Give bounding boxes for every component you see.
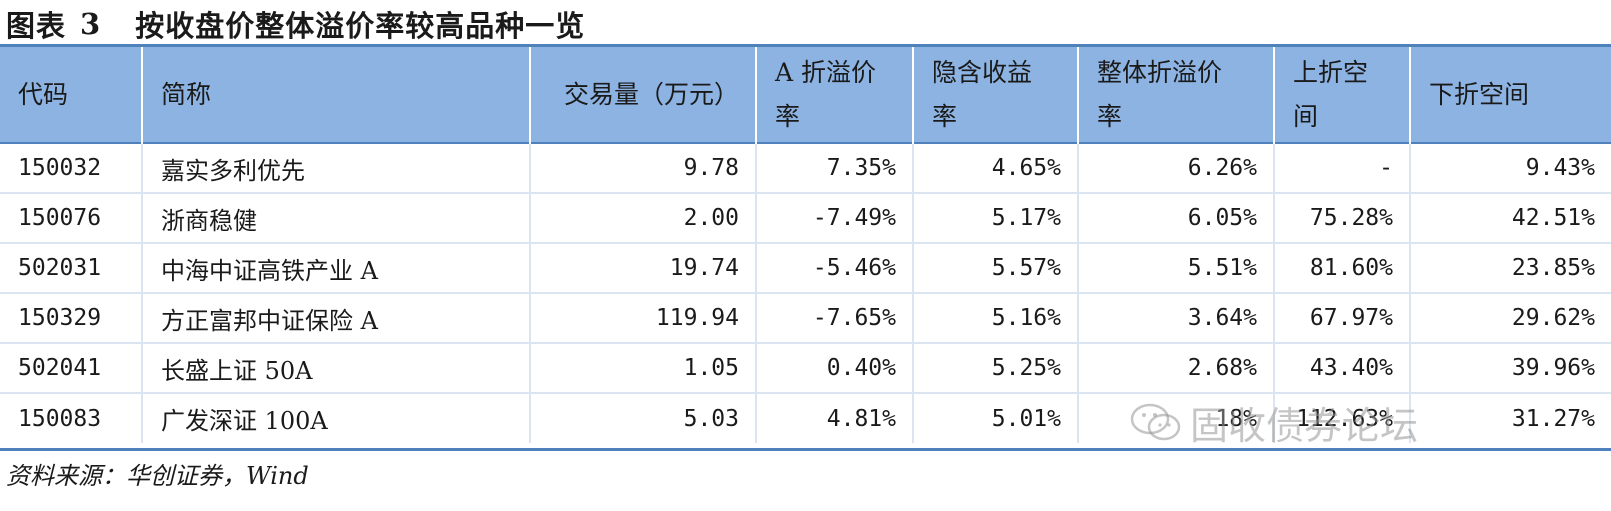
cell-volume: 119.94: [529, 293, 756, 343]
cell-down-space: 31.27%: [1409, 393, 1611, 443]
source-note: 资料来源：华创证券，Wind: [6, 462, 309, 490]
bottom-rule: [0, 448, 1611, 451]
cell-implied-yield: 4.65%: [912, 143, 1078, 193]
cell-volume: 19.74: [529, 243, 756, 293]
cell-code: 150329: [18, 305, 102, 331]
table-title: 图表 3 按收盘价整体溢价率较高品种一览: [6, 4, 585, 44]
column-header-name: 简称: [141, 47, 530, 143]
cell-code: 150083: [18, 405, 102, 432]
cell-name: 中海中证高铁产业 A: [141, 243, 530, 293]
cell-name: 方正富邦中证保险 A: [141, 293, 530, 343]
cell-up-space: 43.40%: [1273, 343, 1410, 393]
column-header-volume: 交易量（万元）: [529, 47, 756, 143]
table-row: 150083 广发深证 100A 5.03 4.81% 5.01% 18% 11…: [0, 393, 1611, 443]
cell-a-premium: -5.46%: [755, 243, 913, 293]
cell-overall-premium: 6.26%: [1077, 143, 1274, 193]
cell-implied-yield: 5.16%: [912, 293, 1078, 343]
cell-up-space: 67.97%: [1273, 293, 1410, 343]
cell-name: 浙商稳健: [141, 193, 530, 243]
column-header-down-space: 下折空间: [1409, 47, 1611, 143]
cell-name: 长盛上证 50A: [141, 343, 530, 393]
cell-down-space: 23.85%: [1409, 243, 1611, 293]
cell-overall-premium: 18%: [1077, 393, 1274, 443]
table-row: 150076 浙商稳健 2.00 -7.49% 5.17% 6.05% 75.2…: [0, 193, 1611, 243]
top-rule: [0, 44, 1611, 47]
cell-up-space: 81.60%: [1273, 243, 1410, 293]
cell-up-space: -: [1273, 143, 1410, 193]
cell-volume: 2.00: [529, 193, 756, 243]
cell-implied-yield: 5.01%: [912, 393, 1078, 443]
fund-table: 代码 简称 交易量（万元） A 折溢价率 隐含收益率 整体折溢价率 上折空间 下…: [0, 47, 1611, 443]
table-row: 502031 中海中证高铁产业 A 19.74 -5.46% 5.57% 5.5…: [0, 243, 1611, 293]
cell-implied-yield: 5.25%: [912, 343, 1078, 393]
column-header-implied-yield: 隐含收益率: [912, 47, 1078, 143]
cell-down-space: 42.51%: [1409, 193, 1611, 243]
cell-code: 150032: [18, 155, 102, 181]
cell-implied-yield: 5.17%: [912, 193, 1078, 243]
cell-volume: 1.05: [529, 343, 756, 393]
cell-up-space: 75.28%: [1273, 193, 1410, 243]
cell-a-premium: -7.65%: [755, 293, 913, 343]
title-prefix: 图表: [6, 9, 67, 43]
cell-volume: 9.78: [529, 143, 756, 193]
cell-a-premium: 7.35%: [755, 143, 913, 193]
cell-a-premium: 0.40%: [755, 343, 913, 393]
title-text: 按收盘价整体溢价率较高品种一览: [135, 9, 586, 43]
column-header-overall-premium: 整体折溢价率: [1077, 47, 1274, 143]
column-header-a-premium: A 折溢价率: [755, 47, 913, 143]
cell-overall-premium: 5.51%: [1077, 243, 1274, 293]
table-header-row: 代码 简称 交易量（万元） A 折溢价率 隐含收益率 整体折溢价率 上折空间 下…: [0, 47, 1611, 143]
cell-code: 502041: [18, 355, 102, 381]
cell-name: 嘉实多利优先: [141, 143, 530, 193]
cell-down-space: 39.96%: [1409, 343, 1611, 393]
cell-overall-premium: 6.05%: [1077, 193, 1274, 243]
cell-name: 广发深证 100A: [141, 393, 530, 443]
cell-down-space: 9.43%: [1409, 143, 1611, 193]
cell-overall-premium: 2.68%: [1077, 343, 1274, 393]
cell-code: 150076: [18, 205, 102, 231]
title-number: 3: [80, 7, 102, 41]
cell-a-premium: -7.49%: [755, 193, 913, 243]
cell-up-space: 112.63%: [1273, 393, 1410, 443]
cell-implied-yield: 5.57%: [912, 243, 1078, 293]
cell-down-space: 29.62%: [1409, 293, 1611, 343]
cell-code: 502031: [18, 255, 102, 281]
column-header-code: 代码: [0, 47, 142, 143]
cell-overall-premium: 3.64%: [1077, 293, 1274, 343]
table-row: 150329 方正富邦中证保险 A 119.94 -7.65% 5.16% 3.…: [0, 293, 1611, 343]
table-row: 502041 长盛上证 50A 1.05 0.40% 5.25% 2.68% 4…: [0, 343, 1611, 393]
cell-a-premium: 4.81%: [755, 393, 913, 443]
cell-volume: 5.03: [529, 393, 756, 443]
column-header-up-space: 上折空间: [1273, 47, 1410, 143]
table-row: 150032 嘉实多利优先 9.78 7.35% 4.65% 6.26% - 9…: [0, 143, 1611, 193]
